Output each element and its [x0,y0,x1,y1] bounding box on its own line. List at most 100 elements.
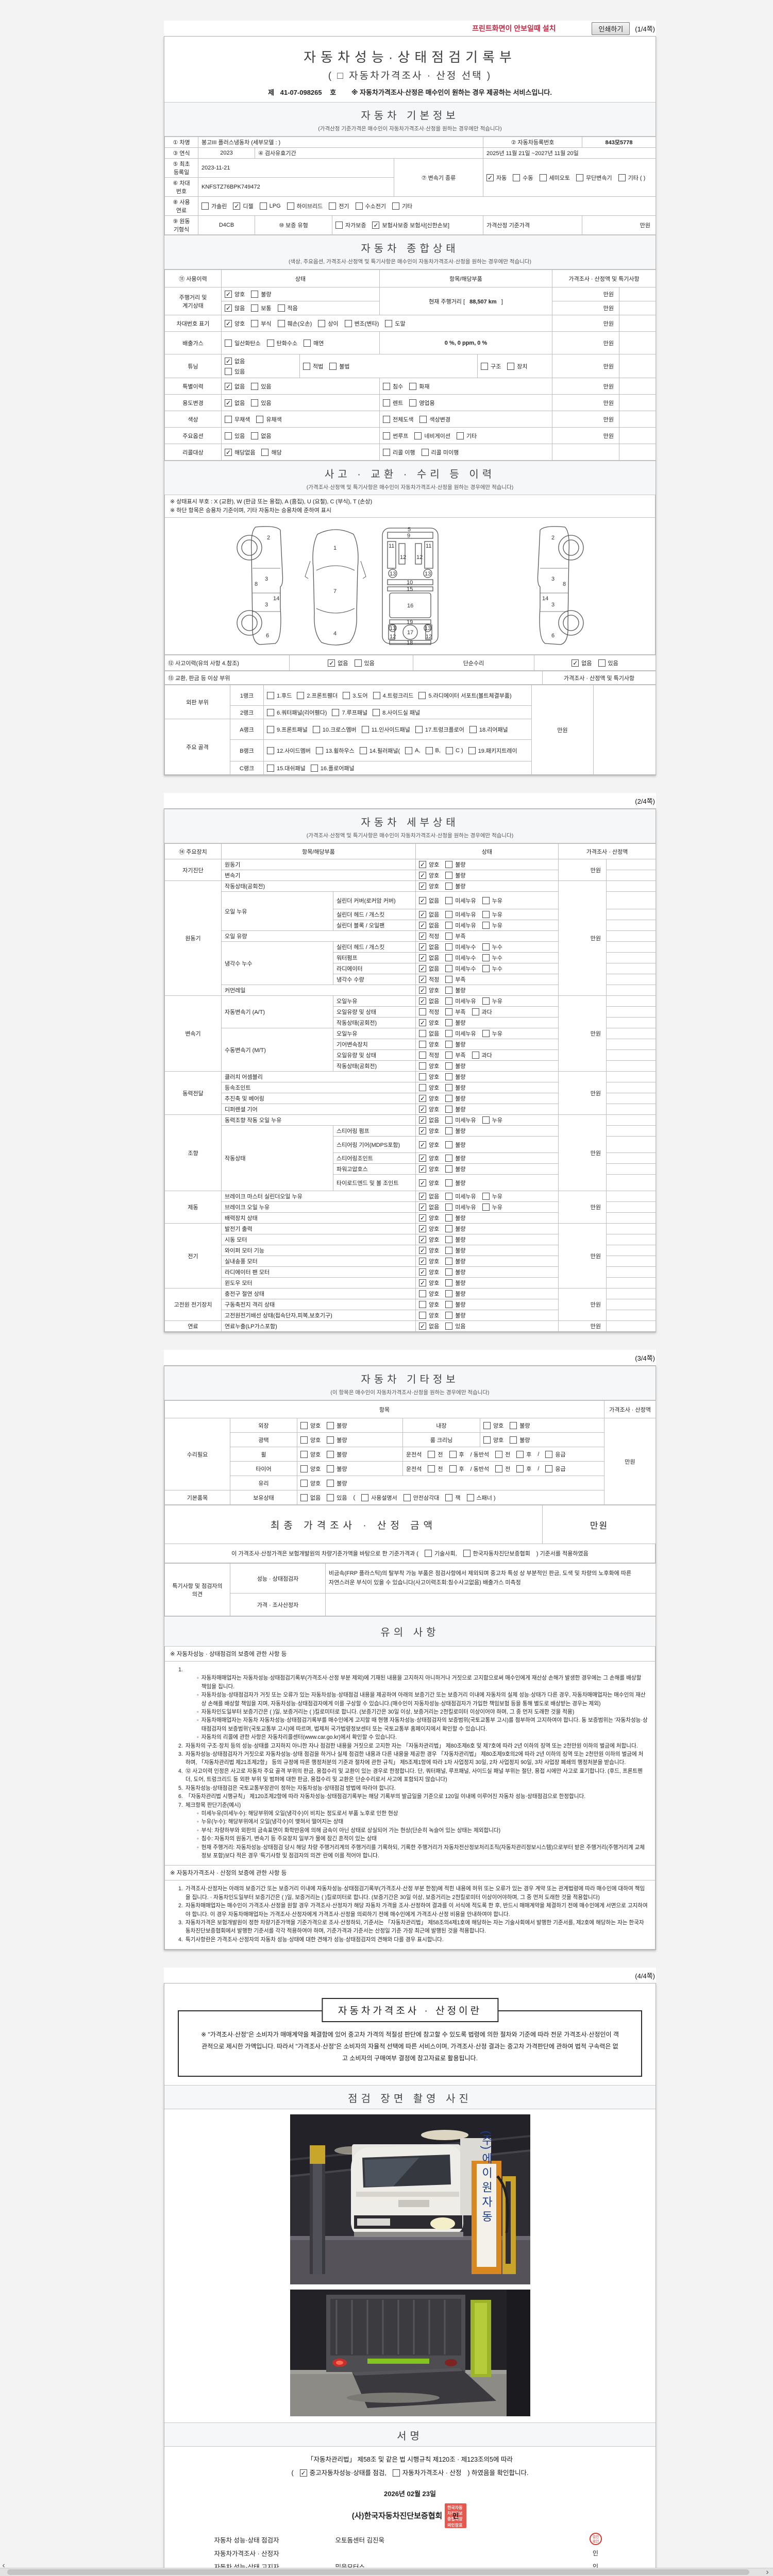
checkbox-icon[interactable] [482,922,490,929]
checkbox-icon[interactable]: ✓ [225,357,232,365]
checkbox-icon[interactable]: ✓ [419,987,426,994]
scrollbar-thumb[interactable] [7,2569,749,2575]
checkbox-icon[interactable] [277,319,285,327]
checkbox-icon[interactable] [445,1247,453,1254]
checkbox-icon[interactable]: ✓ [419,1141,426,1148]
checkbox-icon[interactable] [385,319,393,327]
checkbox-icon[interactable] [539,174,547,181]
checkbox-icon[interactable] [445,1204,453,1211]
checkbox-icon[interactable]: ✓ [225,319,232,327]
checkbox-icon[interactable] [445,933,453,940]
checkbox-icon[interactable] [409,399,417,406]
checkbox-icon[interactable] [445,1268,453,1276]
checkbox-icon[interactable] [225,339,232,347]
checkbox-icon[interactable] [201,202,209,210]
checkbox-icon[interactable] [445,1214,453,1222]
checkbox-icon[interactable] [469,725,477,733]
checkbox-icon[interactable] [361,725,369,733]
checkbox-icon[interactable] [405,747,413,754]
checkbox-icon[interactable] [428,1465,435,1472]
checkbox-icon[interactable]: ✓ [419,1323,426,1330]
checkbox-icon[interactable] [445,1084,453,1091]
checkbox-icon[interactable] [300,1494,308,1501]
checkbox-icon[interactable] [598,659,606,667]
checkbox-icon[interactable]: ✓ [419,922,426,929]
checkbox-icon[interactable]: ✓ [419,933,426,940]
checkbox-icon[interactable] [419,1301,426,1308]
checkbox-icon[interactable] [344,319,352,327]
checkbox-icon[interactable] [225,432,232,439]
checkbox-icon[interactable] [300,1436,308,1444]
checkbox-icon[interactable]: ✓ [419,1155,426,1162]
scroll-left-arrow[interactable]: ‹ [2,2561,5,2570]
checkbox-icon[interactable] [445,1179,453,1187]
checkbox-icon[interactable] [545,1450,553,1458]
checkbox-icon[interactable] [225,415,232,423]
checkbox-icon[interactable]: ✓ [328,659,335,667]
checkbox-icon[interactable] [445,987,453,994]
checkbox-icon[interactable] [359,747,367,754]
checkbox-icon[interactable]: ✓ [419,1247,426,1254]
checkbox-icon[interactable] [445,1127,453,1134]
checkbox-icon[interactable] [463,1550,470,1557]
checkbox-icon[interactable]: ✓ [419,1279,426,1286]
checkbox-icon[interactable] [300,1479,308,1487]
checkbox-icon[interactable] [419,1052,426,1059]
checkbox-icon[interactable] [510,1421,517,1429]
checkbox-icon[interactable]: ✓ [419,861,426,868]
checkbox-icon[interactable] [419,1290,426,1297]
checkbox-icon[interactable] [310,764,318,772]
checkbox-icon[interactable]: ✓ [419,1019,426,1026]
checkbox-icon[interactable]: ✓ [225,304,232,312]
checkbox-icon[interactable] [266,339,274,347]
checkbox-icon[interactable] [383,448,390,456]
checkbox-icon[interactable] [419,1008,426,1015]
checkbox-icon[interactable] [251,382,259,390]
checkbox-icon[interactable]: ✓ [419,1095,426,1102]
checkbox-icon[interactable] [482,954,490,961]
checkbox-icon[interactable] [445,997,453,1005]
checkbox-icon[interactable] [472,1052,479,1059]
checkbox-icon[interactable] [373,691,380,699]
checkbox-icon[interactable] [482,997,490,1005]
checkbox-icon[interactable] [383,382,390,390]
checkbox-icon[interactable] [445,1225,453,1232]
checkbox-icon[interactable] [300,1450,308,1458]
checkbox-icon[interactable] [327,1479,334,1487]
checkbox-icon[interactable] [481,362,488,370]
checkbox-icon[interactable] [445,954,453,961]
checkbox-icon[interactable] [445,1052,453,1059]
checkbox-icon[interactable] [287,202,294,210]
checkbox-icon[interactable] [332,708,340,716]
checkbox-icon[interactable] [482,1030,490,1037]
checkbox-icon[interactable] [445,1494,453,1501]
checkbox-icon[interactable]: ✓ [233,202,241,210]
checkbox-icon[interactable] [482,1204,490,1211]
checkbox-icon[interactable] [445,1019,453,1026]
checkbox-icon[interactable]: ✓ [419,1258,426,1265]
checkbox-icon[interactable] [414,432,422,439]
checkbox-icon[interactable] [466,1494,474,1501]
checkbox-icon[interactable] [421,448,429,456]
checkbox-icon[interactable] [445,911,453,918]
checkbox-icon[interactable] [327,1465,334,1472]
checkbox-icon[interactable] [482,1116,490,1124]
checkbox-icon[interactable] [251,399,259,406]
checkbox-icon[interactable]: ✓ [225,399,232,406]
checkbox-icon[interactable] [267,764,274,772]
checkbox-icon[interactable] [482,911,490,918]
checkbox-icon[interactable] [456,432,464,439]
checkbox-icon[interactable] [300,1421,308,1429]
checkbox-icon[interactable] [419,1073,426,1080]
checkbox-icon[interactable] [329,362,337,370]
checkbox-icon[interactable] [482,943,490,951]
checkbox-icon[interactable] [409,382,417,390]
checkbox-icon[interactable]: ✓ [419,883,426,890]
checkbox-icon[interactable] [445,1106,453,1113]
checkbox-icon[interactable]: ✓ [419,965,426,972]
checkbox-icon[interactable] [445,872,453,879]
checkbox-icon[interactable] [327,1421,334,1429]
checkbox-icon[interactable] [445,1323,453,1330]
checkbox-icon[interactable] [445,1041,453,1048]
checkbox-icon[interactable] [361,1494,369,1501]
